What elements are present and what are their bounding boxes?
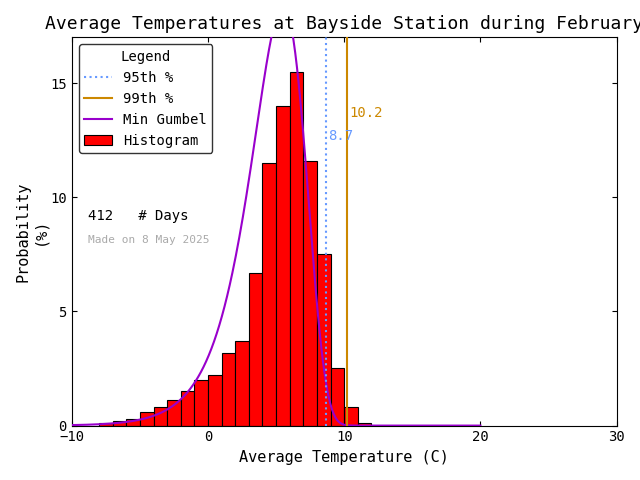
Bar xyxy=(303,161,317,426)
Bar xyxy=(262,163,276,426)
Bar xyxy=(154,408,167,426)
Bar xyxy=(331,369,344,426)
Text: 10.2: 10.2 xyxy=(349,106,383,120)
Bar xyxy=(249,273,262,426)
Legend: 95th %, 99th %, Min Gumbel, Histogram: 95th %, 99th %, Min Gumbel, Histogram xyxy=(79,44,212,153)
Bar xyxy=(236,341,249,426)
Title: Average Temperatures at Bayside Station during February: Average Temperatures at Bayside Station … xyxy=(45,15,640,33)
Bar xyxy=(290,72,303,426)
Bar xyxy=(126,419,140,426)
Bar xyxy=(195,380,208,426)
Bar xyxy=(208,375,221,426)
Bar xyxy=(317,254,331,426)
Text: 8.7: 8.7 xyxy=(328,129,354,143)
Bar xyxy=(344,408,358,426)
Bar xyxy=(221,352,236,426)
Bar xyxy=(113,421,126,426)
Bar xyxy=(276,106,290,426)
X-axis label: Average Temperature (C): Average Temperature (C) xyxy=(239,450,449,465)
Bar xyxy=(358,423,371,426)
Bar xyxy=(180,391,195,426)
Bar xyxy=(99,423,113,426)
Bar xyxy=(140,412,154,426)
Text: 412   # Days: 412 # Days xyxy=(88,209,189,223)
Text: Made on 8 May 2025: Made on 8 May 2025 xyxy=(88,235,210,245)
Bar xyxy=(167,400,180,426)
Y-axis label: Probability
(%): Probability (%) xyxy=(15,181,47,282)
